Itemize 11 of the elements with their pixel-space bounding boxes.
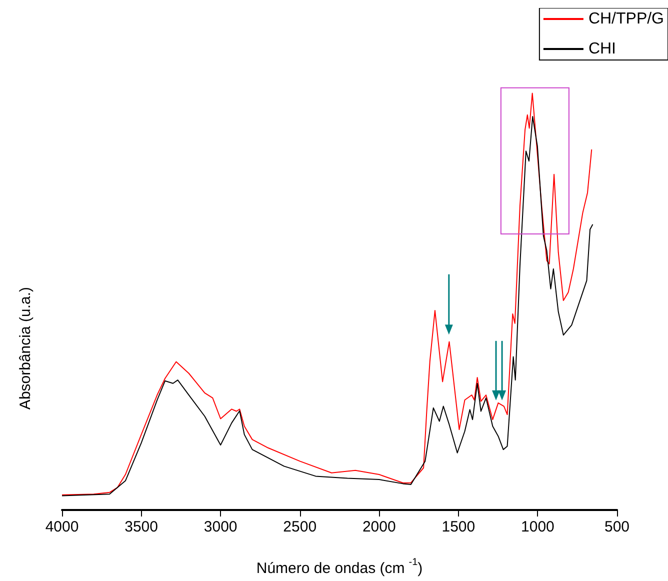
y-axis-title: Absorbância (u.a.)	[17, 286, 34, 410]
legend-label: CHI	[588, 40, 616, 58]
x-tick-label: 1000	[521, 518, 554, 536]
x-tick-label: 2000	[362, 518, 396, 536]
x-tick-label: 2500	[283, 518, 317, 536]
x-tick-label: 3500	[124, 518, 158, 536]
x-tick-label: 3000	[204, 518, 238, 536]
legend-label: CH/TPP/G	[588, 10, 664, 28]
x-tick-label: 500	[604, 518, 630, 536]
x-tick-label: 1500	[442, 518, 476, 536]
x-tick-label: 4000	[45, 518, 79, 536]
